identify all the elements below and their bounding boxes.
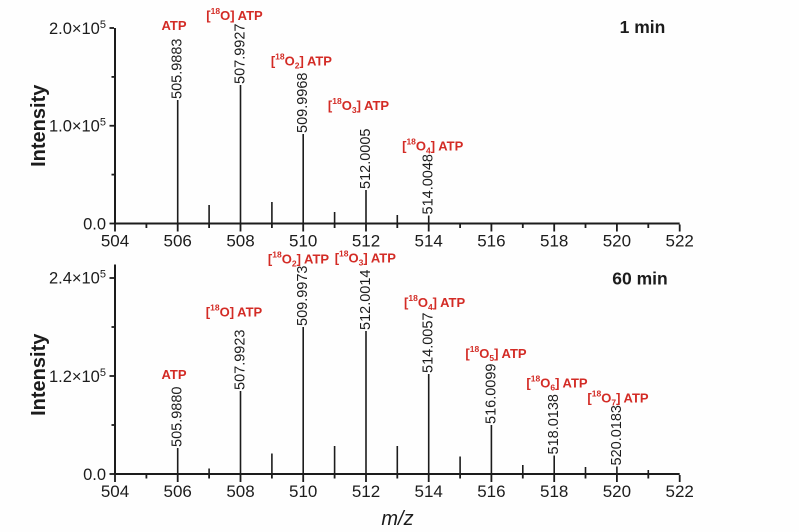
svg-text:514.0057: 514.0057	[421, 313, 437, 373]
svg-text:512: 512	[352, 232, 380, 251]
svg-text:[18O3] ATP: [18O3] ATP	[328, 96, 389, 115]
svg-text:[18O2] ATP: [18O2] ATP	[268, 250, 329, 269]
svg-text:0.0: 0.0	[83, 215, 106, 233]
svg-text:507.9927: 507.9927	[233, 24, 249, 84]
svg-text:512.0005: 512.0005	[358, 129, 374, 189]
svg-text:[18O] ATP: [18O] ATP	[206, 6, 263, 23]
svg-text:505.9883: 505.9883	[170, 39, 186, 99]
svg-text:512: 512	[352, 482, 380, 501]
svg-text:1 min: 1 min	[620, 17, 666, 37]
svg-text:505.9880: 505.9880	[170, 387, 186, 447]
svg-text:520: 520	[603, 232, 631, 251]
svg-text:509.9973: 509.9973	[295, 266, 311, 326]
svg-text:Intensity: Intensity	[28, 84, 50, 167]
svg-text:520: 520	[603, 482, 631, 501]
svg-text:60 min: 60 min	[612, 269, 667, 289]
svg-text:[18O3] ATP: [18O3] ATP	[335, 249, 396, 268]
svg-text:504: 504	[101, 482, 129, 501]
svg-text:m/z: m/z	[381, 508, 413, 530]
svg-text:ATP: ATP	[161, 18, 186, 33]
svg-text:[18O4] ATP: [18O4] ATP	[404, 293, 465, 312]
svg-text:508: 508	[226, 232, 254, 251]
svg-text:509.9968: 509.9968	[295, 73, 311, 133]
svg-text:518.0138: 518.0138	[546, 394, 562, 454]
svg-text:514: 514	[415, 482, 443, 501]
svg-text:514.0048: 514.0048	[421, 154, 437, 214]
svg-text:510: 510	[289, 232, 317, 251]
svg-text:ATP: ATP	[161, 367, 186, 382]
svg-text:[18O7] ATP: [18O7] ATP	[587, 389, 648, 408]
svg-text:518: 518	[540, 482, 568, 501]
svg-text:1.2×105: 1.2×105	[49, 367, 106, 386]
svg-text:516: 516	[477, 482, 505, 501]
svg-text:[18O5] ATP: [18O5] ATP	[465, 344, 526, 363]
svg-text:518: 518	[540, 232, 568, 251]
svg-text:522: 522	[666, 482, 694, 501]
svg-text:504: 504	[101, 232, 129, 251]
svg-text:514: 514	[415, 232, 443, 251]
svg-text:512.0014: 512.0014	[358, 270, 374, 330]
svg-text:0.0: 0.0	[83, 466, 106, 484]
svg-text:508: 508	[226, 482, 254, 501]
svg-text:[18O4] ATP: [18O4] ATP	[402, 136, 463, 155]
svg-text:[18O2] ATP: [18O2] ATP	[271, 52, 332, 71]
svg-text:Intensity: Intensity	[28, 333, 50, 416]
svg-text:516: 516	[477, 232, 505, 251]
svg-text:522: 522	[666, 232, 694, 251]
svg-text:510: 510	[289, 482, 317, 501]
svg-text:516.0099: 516.0099	[483, 364, 499, 424]
svg-text:[18O6] ATP: [18O6] ATP	[526, 374, 587, 393]
svg-text:507.9923: 507.9923	[233, 330, 249, 390]
svg-text:506: 506	[164, 482, 192, 501]
svg-text:2.0×105: 2.0×105	[49, 19, 106, 38]
svg-text:506: 506	[164, 232, 192, 251]
svg-text:[18O] ATP: [18O] ATP	[206, 303, 263, 320]
svg-text:520.0183: 520.0183	[609, 405, 625, 465]
svg-text:2.4×105: 2.4×105	[49, 269, 106, 288]
svg-text:1.0×105: 1.0×105	[49, 117, 106, 136]
